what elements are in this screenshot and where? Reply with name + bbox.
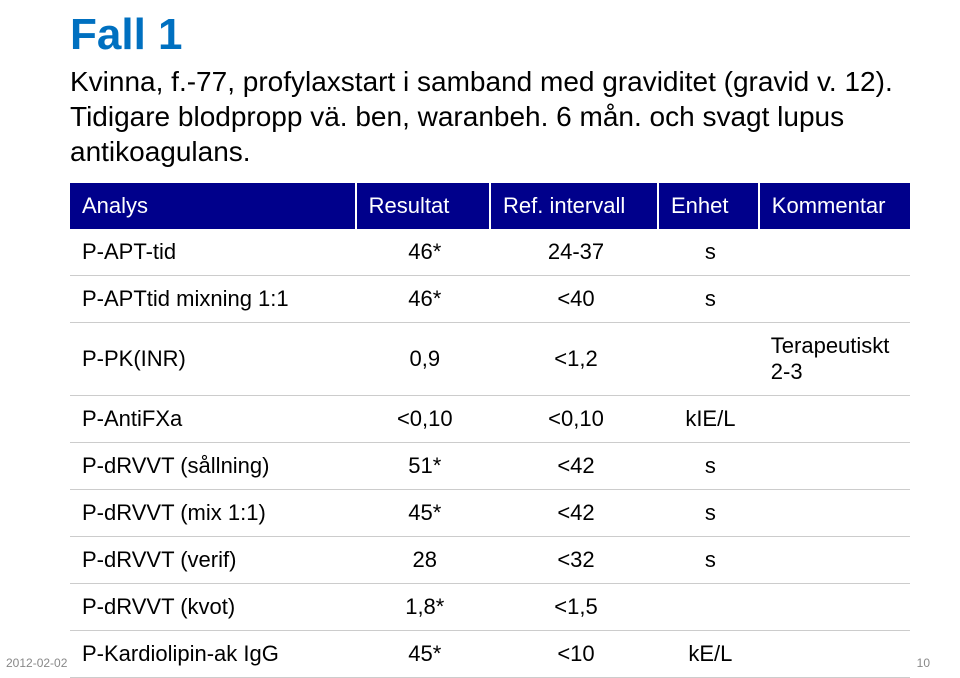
table-cell: 51* <box>356 443 490 490</box>
footer: 2012-02-02 10 <box>6 656 930 670</box>
table-cell <box>759 396 910 443</box>
table-cell: <42 <box>490 443 658 490</box>
slide-title: Fall 1 <box>70 10 910 60</box>
table-cell: P-Kardiolipin-ak IgG <box>70 631 356 678</box>
col-header-ref: Ref. intervall <box>490 183 658 229</box>
table-cell: s <box>658 537 759 584</box>
table-body: P-APT-tid46*24-37sP-APTtid mixning 1:146… <box>70 229 910 678</box>
table-cell <box>658 584 759 631</box>
col-header-enhet: Enhet <box>658 183 759 229</box>
table-cell: P-APTtid mixning 1:1 <box>70 276 356 323</box>
table-row: P-AntiFXa<0,10<0,10kIE/L <box>70 396 910 443</box>
table-cell: P-PK(INR) <box>70 323 356 396</box>
col-header-resultat: Resultat <box>356 183 490 229</box>
table-cell: P-dRVVT (sållning) <box>70 443 356 490</box>
slide-description: Kvinna, f.-77, profylaxstart i samband m… <box>70 64 910 169</box>
table-row: P-PK(INR)0,9<1,2 Terapeutiskt 2-3 <box>70 323 910 396</box>
table-row: P-dRVVT (sållning)51*<42s <box>70 443 910 490</box>
slide-content: Fall 1 Kvinna, f.-77, profylaxstart i sa… <box>0 0 960 678</box>
table-cell <box>759 276 910 323</box>
table-cell: 0,9 <box>356 323 490 396</box>
footer-date: 2012-02-02 <box>6 656 67 670</box>
table-cell <box>658 323 759 396</box>
table-row: P-APTtid mixning 1:146*<40s <box>70 276 910 323</box>
table-row: P-APT-tid46*24-37s <box>70 229 910 276</box>
table-cell: P-dRVVT (mix 1:1) <box>70 490 356 537</box>
table-cell: P-AntiFXa <box>70 396 356 443</box>
col-header-analys: Analys <box>70 183 356 229</box>
table-cell <box>759 584 910 631</box>
table-header: Analys Resultat Ref. intervall Enhet Kom… <box>70 183 910 229</box>
table-cell <box>759 229 910 276</box>
table-cell: 46* <box>356 276 490 323</box>
table-cell: 28 <box>356 537 490 584</box>
table-cell: Terapeutiskt 2-3 <box>759 323 910 396</box>
table-cell: s <box>658 229 759 276</box>
table-cell: s <box>658 443 759 490</box>
table-cell: <42 <box>490 490 658 537</box>
data-table: Analys Resultat Ref. intervall Enhet Kom… <box>70 183 910 678</box>
table-cell: <1,5 <box>490 584 658 631</box>
table-row: P-dRVVT (verif)28<32s <box>70 537 910 584</box>
footer-page: 10 <box>917 656 930 670</box>
table-cell: <40 <box>490 276 658 323</box>
table-cell <box>759 490 910 537</box>
col-header-kommentar: Kommentar <box>759 183 910 229</box>
table-cell: <1,2 <box>490 323 658 396</box>
table-cell: <32 <box>490 537 658 584</box>
table-cell <box>759 443 910 490</box>
table-row: P-dRVVT (kvot)1,8*<1,5 <box>70 584 910 631</box>
table-cell: s <box>658 490 759 537</box>
table-cell: kE/L <box>658 631 759 678</box>
table-cell: 24-37 <box>490 229 658 276</box>
table-cell: <10 <box>490 631 658 678</box>
table-cell <box>759 537 910 584</box>
table-cell: P-APT-tid <box>70 229 356 276</box>
table-cell <box>759 631 910 678</box>
table-cell: 45* <box>356 490 490 537</box>
table-cell: 45* <box>356 631 490 678</box>
table-cell: kIE/L <box>658 396 759 443</box>
table-cell: s <box>658 276 759 323</box>
table-row: P-dRVVT (mix 1:1)45*<42s <box>70 490 910 537</box>
table-cell: P-dRVVT (kvot) <box>70 584 356 631</box>
table-cell: <0,10 <box>356 396 490 443</box>
table-cell: 1,8* <box>356 584 490 631</box>
table-cell: 46* <box>356 229 490 276</box>
table-cell: P-dRVVT (verif) <box>70 537 356 584</box>
table-cell: <0,10 <box>490 396 658 443</box>
table-row: P-Kardiolipin-ak IgG45*<10kE/L <box>70 631 910 678</box>
